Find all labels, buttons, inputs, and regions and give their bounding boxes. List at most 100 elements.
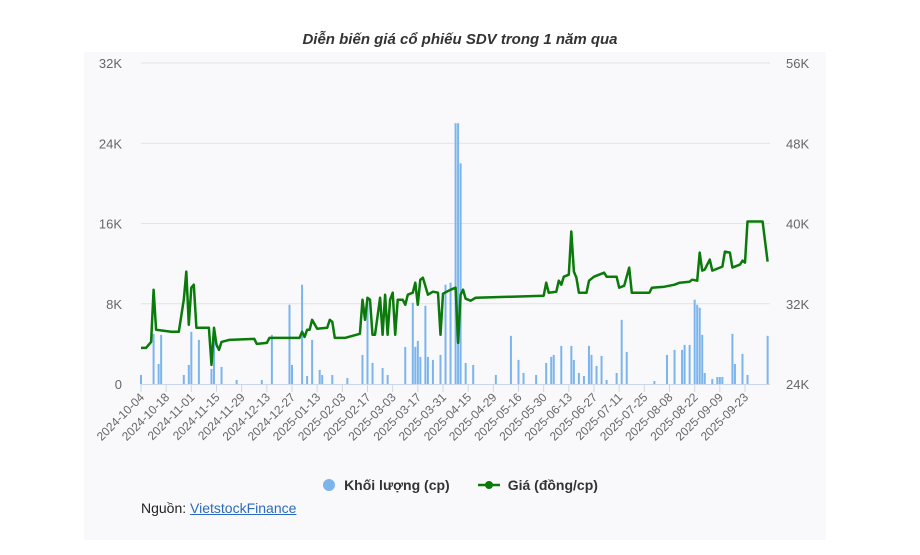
volume-bar [570, 345, 573, 384]
volume-bar [535, 374, 538, 384]
volume-bar [260, 379, 263, 384]
volume-bar [419, 356, 422, 384]
volume-bar [665, 354, 668, 384]
volume-bar [703, 372, 706, 384]
volume-bar [411, 302, 414, 384]
left-axis-tick-label: 32K [99, 56, 122, 71]
volume-bar [552, 354, 555, 384]
legend-item-volume[interactable]: Khối lượng (cp) [322, 477, 450, 493]
volume-bar [424, 305, 427, 384]
volume-bar [449, 282, 452, 384]
volume-bar [509, 335, 512, 384]
volume-bar [590, 354, 593, 384]
volume-bar [220, 366, 223, 384]
volume-bar [688, 344, 691, 384]
volume-bar [235, 379, 238, 384]
volume-bar [190, 331, 193, 384]
volume-bar [733, 363, 736, 384]
volume-bar [346, 377, 349, 384]
volume-bar [582, 375, 585, 384]
volume-bar [653, 380, 656, 384]
left-axis-tick-label: 24K [99, 136, 122, 151]
legend: Khối lượng (cp) Giá (đồng/cp) [0, 477, 920, 493]
right-axis-tick-label: 48K [786, 136, 809, 151]
volume-bar [683, 344, 686, 384]
volume-bar [766, 335, 769, 384]
volume-bar [711, 378, 714, 384]
volume-bar [572, 359, 575, 384]
volume-bar [741, 353, 744, 384]
volume-bar [431, 359, 434, 384]
volume-bar [716, 376, 719, 384]
volume-bar [731, 333, 734, 384]
volume-bar [404, 346, 407, 384]
volume-bar [522, 372, 525, 384]
right-axis-tick-label: 56K [786, 56, 809, 71]
volume-bar [381, 367, 384, 384]
volume-bar [459, 163, 462, 384]
volume-bar [416, 340, 419, 384]
volume-bar [439, 354, 442, 384]
source-link[interactable]: VietstockFinance [190, 500, 297, 516]
volume-bar [157, 363, 160, 384]
volume-bar [545, 362, 548, 384]
volume-bar [696, 304, 699, 384]
volume-bar [693, 299, 696, 384]
right-axis-tick-label: 32K [786, 297, 809, 312]
volume-bar [160, 334, 163, 384]
volume-bar [210, 368, 213, 384]
volume-bar [366, 302, 369, 384]
volume-bar [550, 356, 553, 384]
volume-bar [318, 369, 321, 384]
volume-bar [414, 346, 417, 384]
volume-bar [746, 374, 749, 384]
volume-bar [311, 339, 314, 384]
volume-legend-marker-icon [323, 479, 336, 491]
volume-bar [605, 379, 608, 384]
volume-bar [426, 356, 429, 384]
volume-bar [187, 364, 190, 384]
volume-bar [494, 374, 497, 384]
right-axis-tick-label: 40K [786, 217, 809, 232]
volume-bar [152, 333, 155, 384]
volume-bar [197, 339, 200, 384]
volume-bar [701, 334, 704, 384]
volume-bar [587, 345, 590, 384]
legend-item-price[interactable]: Giá (đồng/cp) [477, 477, 598, 493]
source-prefix: Nguồn: [141, 500, 191, 516]
volume-bar [517, 359, 520, 384]
volume-bar [625, 351, 628, 384]
volume-bar [464, 362, 467, 384]
volume-bar [270, 334, 273, 384]
volume-bar [721, 376, 724, 384]
volume-bar [386, 374, 389, 384]
volume-bar [673, 349, 676, 384]
volume-bar [718, 376, 721, 384]
volume-bar [577, 372, 580, 384]
left-axis-tick-label: 16K [99, 217, 122, 232]
volume-bar [371, 362, 374, 384]
left-axis-tick-label: 8K [106, 297, 122, 312]
price-line [141, 220, 769, 367]
volume-bar [291, 364, 293, 384]
chart-title: Diễn biến giá cổ phiếu SDV trong 1 năm q… [302, 31, 618, 48]
volume-bar [321, 374, 324, 384]
volume-bar [288, 304, 291, 384]
volume-bar [620, 319, 623, 384]
volume-bar [331, 374, 334, 384]
volume-bar [560, 345, 563, 384]
volume-bar [681, 349, 684, 384]
volume-bar [457, 123, 460, 384]
source-note: Nguồn: VietstockFinance [141, 500, 296, 516]
right-axis-tick-label: 24K [786, 377, 809, 392]
volume-bar [472, 364, 475, 384]
volume-bar [600, 355, 603, 384]
legend-volume-label: Khối lượng (cp) [344, 477, 450, 493]
legend-price-label: Giá (đồng/cp) [507, 477, 598, 493]
volume-bar [595, 365, 598, 384]
volume-bar [615, 372, 618, 384]
volume-bar [182, 374, 185, 384]
volume-bar [444, 284, 447, 384]
volume-bar [698, 307, 701, 384]
